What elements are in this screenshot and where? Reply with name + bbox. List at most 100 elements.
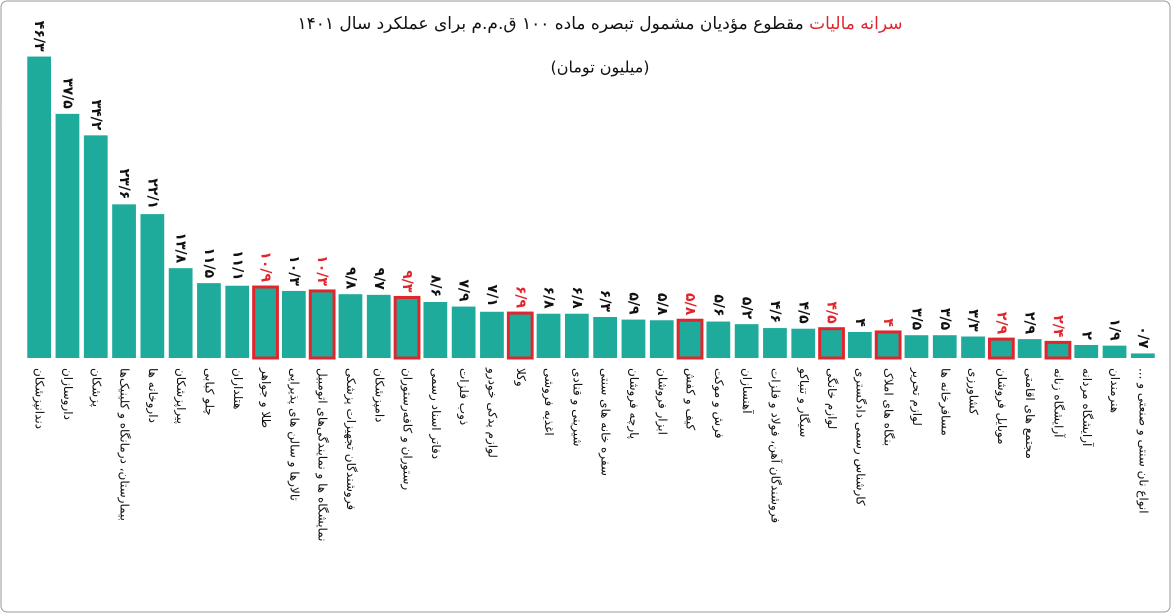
x-tick-label: طلا و جواهر <box>258 367 273 428</box>
x-tick-label: کیف و کفش <box>683 368 698 431</box>
value-label: ۲ <box>1078 331 1094 340</box>
value-label: ۱۳/۸ <box>173 232 189 263</box>
bar <box>308 289 336 360</box>
x-tick-label: سفره خانه های سنتی <box>598 368 613 476</box>
x-tick-label: چلو کبابی <box>201 368 216 416</box>
x-tick-label: داروسازان <box>60 368 75 420</box>
bar <box>168 268 193 358</box>
x-tick-label: شیرینی و قنادی <box>569 368 584 446</box>
x-tick-label: وکلا <box>513 368 528 387</box>
bar <box>451 306 476 358</box>
bar <box>55 113 80 358</box>
value-label: ۵/۶ <box>710 294 726 316</box>
bar <box>1017 339 1042 358</box>
bar <box>791 328 816 358</box>
bar <box>366 294 391 358</box>
bar <box>818 327 845 360</box>
value-label: ۹/۷ <box>371 268 387 291</box>
x-tick-label: لوازم خانگی <box>824 368 839 429</box>
value-label: ۷/۱ <box>484 285 500 307</box>
bar <box>649 320 674 358</box>
value-label: ۶/۹ <box>512 286 528 309</box>
bar <box>932 335 957 358</box>
bar <box>83 135 108 358</box>
value-label: ۱۰/۳ <box>314 255 330 286</box>
x-tick-label: دندانپزشکان <box>32 368 47 429</box>
bar <box>112 204 136 358</box>
value-label: ۵/۲ <box>739 297 755 320</box>
value-label: ۱۰/۳ <box>286 255 302 286</box>
value-label: ۱۱/۵ <box>201 247 217 278</box>
value-label: ۳/۳ <box>965 309 981 332</box>
value-label: ۳۴/۲ <box>88 100 104 131</box>
bar <box>27 56 52 359</box>
x-tick-label: نمایشگاه ها و نمایندگی‌های اتومبیل <box>315 368 330 542</box>
x-tick-label: انواع نان سنتی و صنعتی و ... <box>1135 368 1150 514</box>
x-tick-label: پیراپزشکان <box>173 368 188 424</box>
x-tick-label: ذوب فلزات <box>456 368 471 425</box>
x-tick-label: کشاورزی <box>966 368 981 415</box>
bar <box>676 318 704 360</box>
x-tick-label: فروشندگان تجهیزات پزشکی <box>343 368 358 510</box>
x-tick-label: بیمارستان، درمانگاه و کلینیک‌ها <box>117 368 132 521</box>
value-label: ۸/۶ <box>427 275 443 297</box>
value-label: ۹/۳ <box>399 270 415 293</box>
bar <box>506 311 534 360</box>
bar <box>564 313 589 358</box>
value-label: ۵/۸ <box>682 293 698 316</box>
x-tick-label: مجتمع های اقامتی <box>1023 368 1037 459</box>
x-tick-label: پزشکان <box>88 368 103 407</box>
value-label: ۴/۶ <box>767 301 783 323</box>
bar <box>763 328 787 358</box>
value-label: ۹/۸ <box>342 267 358 290</box>
value-label: ۱۰/۹ <box>258 251 274 282</box>
value-label: ۴۶/۳ <box>31 21 47 52</box>
value-label: ۴ <box>880 318 896 327</box>
chart-title: سرانه مالیات مقطوع مؤدیان مشمول تبصره ما… <box>298 14 903 34</box>
x-tick-label: بنگاه های املاک <box>882 368 896 446</box>
bar <box>423 302 448 358</box>
bar <box>252 285 279 360</box>
value-label: ۲/۹ <box>993 312 1009 335</box>
bar <box>480 311 504 358</box>
x-tick-label: تالارها و سالن های پذیرایی <box>286 368 301 501</box>
chart-subtitle: (میلیون تومان) <box>550 58 649 78</box>
bar <box>338 294 363 358</box>
bar <box>961 336 985 358</box>
bar <box>987 337 1015 360</box>
bar <box>393 295 421 360</box>
x-tick-label: آهنسازان <box>739 368 755 414</box>
value-label: ۵/۸ <box>654 293 670 316</box>
bar <box>904 335 929 358</box>
bar <box>1044 340 1072 360</box>
value-label: ۲/۹ <box>1022 312 1038 335</box>
x-tick-label: هنرمندان <box>1107 368 1122 413</box>
x-tick-label: دفاتر اسناد رسمی <box>428 368 443 459</box>
x-tick-label: فرش و موکت <box>711 368 726 439</box>
bar <box>536 313 561 358</box>
bar <box>1102 345 1127 358</box>
x-tick-label: فروشندگان آهن، فولاد و فلزات <box>767 368 783 523</box>
x-tick-label: ابزار فروشان <box>654 368 669 435</box>
x-tick-label: لوازم یدکی خودرو <box>484 367 499 458</box>
value-label: ۶/۸ <box>569 287 585 310</box>
x-tick-label: آرایشگاه مردانه <box>1079 368 1095 447</box>
value-label: ۴/۵ <box>795 301 811 324</box>
value-label: ۶/۳ <box>597 290 613 313</box>
title-text: مقطوع مؤدیان مشمول تبصره ماده ۱۰۰ ق.م.م … <box>298 14 804 34</box>
bar <box>593 316 618 358</box>
value-label: ۲/۴ <box>1050 315 1066 338</box>
bar <box>225 285 250 358</box>
value-label: ۶/۸ <box>541 287 557 310</box>
value-label: ۳۷/۵ <box>59 78 75 109</box>
value-label: ۲۳/۶ <box>116 169 132 200</box>
value-label: ۴/۵ <box>824 301 840 324</box>
x-tick-label: آرایشگاه زنانه <box>1050 368 1066 438</box>
bar <box>281 290 306 358</box>
bar <box>1074 344 1099 358</box>
bar <box>1130 353 1155 358</box>
x-tick-label: دامپزشکان <box>371 368 386 423</box>
x-tick-label: پارچه فروشان <box>626 368 641 439</box>
